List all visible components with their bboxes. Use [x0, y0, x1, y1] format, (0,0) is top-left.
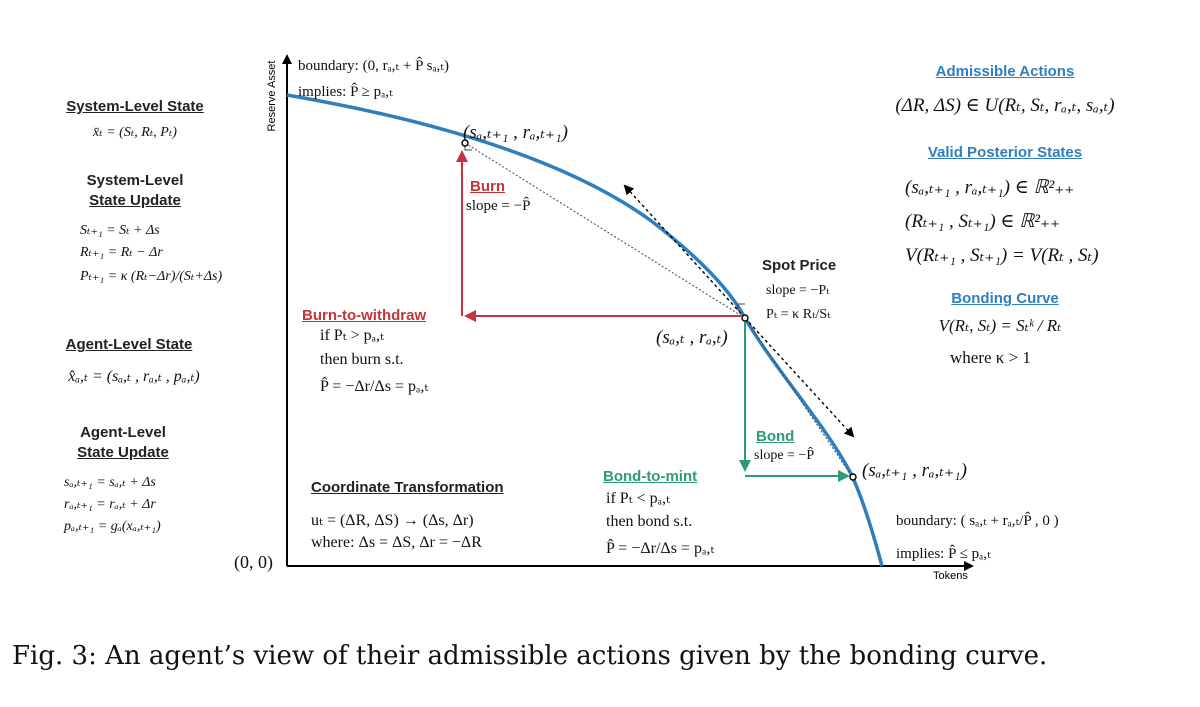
agent-state-title: Agent-Level State [65, 336, 193, 353]
point-upper [461, 139, 469, 147]
system-update-title-1: System-Level [86, 172, 184, 189]
secant-lower [744, 317, 854, 479]
burn-withdraw-title: Burn-to-withdraw [302, 307, 427, 324]
tangent-line [623, 184, 746, 319]
agent-update-title: Agent-Level State Update [28, 424, 218, 461]
bond-title: Bond [756, 428, 795, 445]
system-state-title: System-Level State [66, 98, 204, 115]
posterior-eq-3: V(Rₜ₊₁ , Sₜ₊₁) = V(Rₜ , Sₜ) [905, 245, 1099, 266]
origin-label: (0, 0) [234, 552, 273, 572]
bond-mint-line3: P̂ = −Δr/Δs = pₐ,ₜ [606, 540, 715, 557]
spot-price-title: Spot Price [762, 257, 837, 274]
bond-mint-title: Bond-to-mint [603, 468, 698, 485]
figure-caption: Fig. 3: An agent’s view of their admissi… [12, 641, 1048, 671]
top-boundary-line2: implies: P̂ ≥ pₐ,ₜ [298, 84, 393, 100]
spot-price-line2: Pₜ = κ Rₜ/Sₜ [766, 307, 831, 322]
burn-title: Burn [470, 178, 505, 195]
agent-update-title-2: State Update [77, 444, 169, 461]
agent-update-eq-2: rₐ,ₜ₊₁ = rₐ,ₜ + Δr [64, 497, 156, 512]
y-axis-label: Reserve Asset [266, 60, 278, 132]
posterior-title: Valid Posterior States [927, 144, 1083, 161]
tangent-line-lower [744, 317, 855, 438]
coord-transform-line2: where: Δs = ΔS, Δr = −ΔR [311, 534, 482, 551]
secant-upper [464, 142, 746, 319]
bonding-curve-eq: V(Rₜ, Sₜ) = Sₜᵏ / Rₜ [938, 316, 1062, 335]
bottom-boundary-line1: boundary: ( sₐ,ₜ + rₐ,ₜ/P̂ , 0 ) [896, 513, 1059, 529]
burn-slope: slope = −P̂ [466, 198, 531, 214]
posterior-eq-1: (sₐ,ₜ₊₁ , rₐ,ₜ₊₁) ∈ ℝ²₊₊ [905, 177, 1075, 198]
admissible-eq: (ΔR, ΔS) ∈ U(Rₜ, Sₜ, rₐ,ₜ, sₐ,ₜ) [895, 95, 1115, 116]
agent-update-eq-3: pₐ,ₜ₊₁ = gₐ(xₐ,ₜ₊₁) [64, 519, 161, 534]
point-lower-label: (sₐ,ₜ₊₁ , rₐ,ₜ₊₁) [862, 460, 967, 481]
system-update-eq-1: Sₜ₊₁ = Sₜ + Δs [80, 223, 160, 238]
bond-slope: slope = −P̂ [754, 448, 815, 463]
bond-mint-line1: if Pₜ < pₐ,ₜ [606, 490, 670, 507]
right-angle-current [737, 303, 745, 311]
burn-withdraw-line3: P̂ = −Δr/Δs = pₐ,ₜ [320, 378, 429, 395]
bond-mint-line2: then bond s.t. [606, 513, 693, 530]
system-update-title: System-Level State Update [40, 172, 230, 209]
burn-withdraw-line2: then burn s.t. [320, 351, 404, 368]
agent-update-eq-1: sₐ,ₜ₊₁ = sₐ,ₜ + Δs [64, 475, 156, 490]
bonding-curve-title: Bonding Curve [951, 290, 1059, 307]
burn-withdraw-line1: if Pₜ > pₐ,ₜ [320, 327, 384, 344]
system-state-eq: x̄ₜ = (Sₜ, Rₜ, Pₜ) [93, 125, 177, 140]
point-current [741, 314, 749, 322]
coord-transform-title: Coordinate Transformation [311, 479, 504, 496]
system-update-eq-3: Pₜ₊₁ = κ (Rₜ−Δr)/(Sₜ+Δs) [80, 269, 223, 284]
posterior-eq-2: (Rₜ₊₁ , Sₜ₊₁) ∈ ℝ²₊₊ [905, 211, 1061, 232]
point-current-label: (sₐ,ₜ , rₐ,ₜ) [656, 327, 728, 348]
agent-update-title-1: Agent-Level [80, 424, 166, 441]
system-update-eq-2: Rₜ₊₁ = Rₜ − Δr [80, 245, 163, 260]
bonding-curve-cond: where κ > 1 [950, 348, 1031, 367]
admissible-title: Admissible Actions [935, 63, 1075, 80]
point-upper-label: (sₐ,ₜ₊₁ , rₐ,ₜ₊₁) [463, 122, 568, 143]
top-boundary-line1: boundary: (0, rₐ,ₜ + P̂ sₐ,ₜ) [298, 58, 449, 74]
system-update-title-2: State Update [89, 192, 181, 209]
point-lower [849, 473, 857, 481]
bonding-curve [286, 93, 884, 567]
x-axis-label: Tokens [933, 570, 968, 582]
spot-price-line1: slope = −Pₜ [766, 283, 830, 298]
coord-transform-line1: uₜ = (ΔR, ΔS) → (Δs, Δr) [311, 512, 474, 529]
bottom-boundary-line2: implies: P̂ ≤ pₐ,ₜ [896, 546, 991, 562]
agent-state-eq: x̂ₐ,ₜ = (sₐ,ₜ , rₐ,ₜ , pₐ,ₜ) [68, 368, 200, 385]
